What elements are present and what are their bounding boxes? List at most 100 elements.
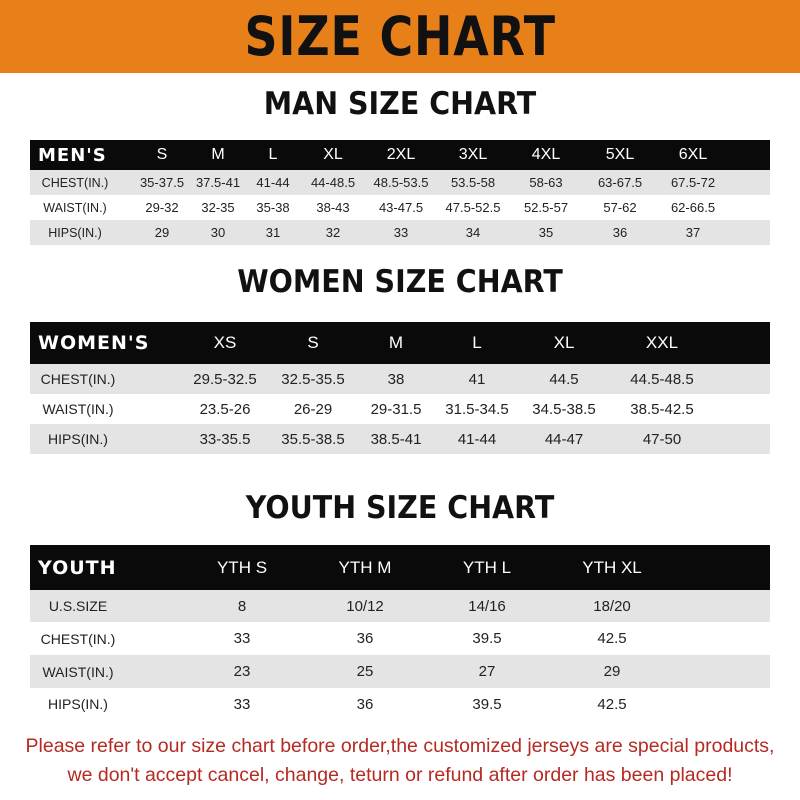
measure-value: 33-35.5 — [199, 430, 251, 448]
size-header: YTH XL — [582, 557, 642, 577]
measure-label: HIPS(IN.) — [48, 225, 102, 240]
measure-value: 36 — [356, 630, 374, 647]
measure-value: 31.5-34.5 — [445, 400, 509, 418]
size-header: S — [307, 333, 319, 352]
size-header: YTH M — [338, 557, 392, 577]
measure-value: 37.5-41 — [195, 175, 241, 190]
size-header: 3XL — [458, 146, 488, 163]
measure-value: 35-38 — [256, 200, 290, 215]
size-header: XS — [213, 333, 237, 352]
size-header: YTH S — [216, 557, 268, 577]
measure-value: 29-32 — [145, 200, 179, 215]
measure-value: 29 — [154, 225, 170, 240]
measure-value: 47-50 — [642, 430, 682, 448]
measure-value: 48.5-53.5 — [373, 175, 429, 190]
measure-value: 25 — [356, 663, 374, 680]
measure-value: 41 — [468, 370, 486, 388]
size-header: M — [211, 146, 225, 163]
measure-value: 29-31.5 — [370, 400, 422, 418]
measure-value: 32 — [325, 225, 341, 240]
measure-value: 38.5-42.5 — [630, 400, 694, 418]
measure-value: 43-47.5 — [378, 200, 424, 215]
size-header: S — [156, 146, 168, 163]
measure-value: 18/20 — [593, 597, 631, 615]
measure-value: 36 — [356, 695, 374, 713]
measure-label: U.S.SIZE — [48, 598, 108, 614]
measure-value: 44.5-48.5 — [630, 370, 694, 388]
measure-value: 23 — [233, 663, 251, 680]
measure-value: 32.5-35.5 — [281, 370, 345, 388]
measure-value: 38 — [387, 370, 405, 388]
measure-value: 38.5-41 — [370, 430, 422, 448]
size-header: 4XL — [531, 146, 561, 163]
youth-title: YOUTH SIZE CHART — [245, 490, 555, 526]
measure-value: 47.5-52.5 — [445, 200, 501, 215]
measure-value: 57-62 — [603, 200, 637, 215]
note-line-2: we don't accept cancel, change, teturn o… — [67, 764, 733, 786]
measure-value: 26-29 — [293, 400, 333, 418]
table-row: CHEST(IN.) 33 36 39.5 42.5 — [30, 622, 770, 655]
measure-value: 36 — [612, 225, 628, 240]
measure-value: 67.5-72 — [670, 175, 716, 190]
measure-value: 39.5 — [472, 695, 502, 713]
measure-value: 44.5 — [549, 370, 579, 388]
table-row: HIPS(IN.) 33 36 39.5 42.5 — [30, 688, 770, 720]
measure-value: 29 — [603, 663, 621, 680]
measure-value: 27 — [478, 663, 496, 680]
banner-title: SIZE CHART — [244, 5, 556, 68]
header-row: YOUTH YTH S YTH M YTH L YTH XL — [30, 545, 770, 590]
measure-value: 44-47 — [544, 430, 584, 448]
measure-value: 30 — [210, 225, 226, 240]
table-row: HIPS(IN.) 29 30 31 32 33 34 35 36 37 — [30, 220, 770, 245]
header-row: WOMEN'S XS S M L XL XXL — [30, 322, 770, 364]
measure-value: 23.5-26 — [199, 400, 251, 418]
measure-value: 33 — [233, 630, 251, 647]
measure-value: 41-44 — [457, 430, 497, 448]
measure-value: 14/16 — [468, 597, 506, 615]
measure-value: 34.5-38.5 — [532, 400, 596, 418]
measure-value: 10/12 — [346, 597, 384, 615]
measure-value: 62-66.5 — [670, 200, 716, 215]
size-header: 6XL — [678, 146, 708, 163]
table-row: CHEST(IN.) 29.5-32.5 32.5-35.5 38 41 44.5 44.5… — [30, 364, 770, 394]
measure-value: 38-43 — [316, 200, 350, 215]
size-header: XL — [553, 333, 575, 352]
size-header: 2XL — [386, 146, 416, 163]
measure-value: 8 — [237, 597, 247, 615]
size-header: 5XL — [605, 146, 635, 163]
measure-label: HIPS(IN.) — [48, 696, 108, 712]
measure-label: CHEST(IN.) — [41, 175, 109, 190]
measure-label: WAIST(IN.) — [42, 401, 114, 417]
measure-label: WAIST(IN.) — [42, 663, 114, 680]
measure-label: CHEST(IN.) — [40, 630, 116, 647]
table-row: WAIST(IN.) 29-32 32-35 35-38 38-43 43-47.5 47.… — [30, 195, 770, 220]
measure-value: 33 — [233, 695, 251, 713]
measure-value: 35.5-38.5 — [281, 430, 345, 448]
note-line-1: Please refer to our size chart before or… — [25, 735, 775, 757]
measure-value: 63-67.5 — [597, 175, 643, 190]
measure-value: 44-48.5 — [310, 175, 356, 190]
measure-value: 58-63 — [529, 175, 563, 190]
measure-value: 32-35 — [201, 200, 235, 215]
table-row: HIPS(IN.) 33-35.5 35.5-38.5 38.5-41 41-44 44-… — [30, 424, 770, 454]
men-title: MAN SIZE CHART — [263, 86, 537, 122]
size-header: L — [268, 146, 278, 163]
measure-value: 42.5 — [597, 630, 627, 647]
measure-value: 34 — [465, 225, 481, 240]
header-row: MEN'S S M L XL 2XL 3XL 4XL 5XL 6XL — [30, 140, 770, 170]
table-corner-label: MEN'S — [38, 144, 107, 166]
measure-value: 37 — [685, 225, 701, 240]
measure-value: 42.5 — [597, 695, 627, 713]
measure-label: HIPS(IN.) — [48, 431, 108, 447]
measure-value: 53.5-58 — [450, 175, 496, 190]
banner: SIZE CHART — [0, 0, 800, 73]
size-header: YTH L — [462, 557, 512, 577]
measure-value: 31 — [265, 225, 281, 240]
measure-value: 35 — [538, 225, 554, 240]
measure-value: 52.5-57 — [523, 200, 569, 215]
measure-label: CHEST(IN.) — [40, 371, 116, 387]
size-header: XXL — [645, 333, 679, 352]
table-row: WAIST(IN.) 23 25 27 29 — [30, 655, 770, 688]
measure-value: 33 — [393, 225, 409, 240]
table-corner-label: WOMEN'S — [38, 332, 150, 354]
